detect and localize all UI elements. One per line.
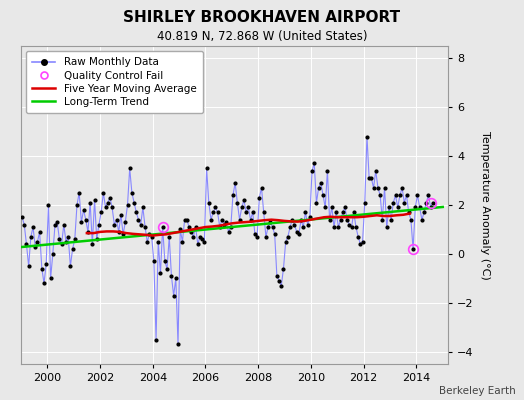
Text: SHIRLEY BROOKHAVEN AIRPORT: SHIRLEY BROOKHAVEN AIRPORT [124, 10, 400, 25]
Text: Berkeley Earth: Berkeley Earth [440, 386, 516, 396]
Legend: Raw Monthly Data, Quality Control Fail, Five Year Moving Average, Long-Term Tren: Raw Monthly Data, Quality Control Fail, … [26, 51, 203, 113]
Text: 40.819 N, 72.868 W (United States): 40.819 N, 72.868 W (United States) [157, 30, 367, 43]
Y-axis label: Temperature Anomaly (°C): Temperature Anomaly (°C) [480, 131, 490, 279]
